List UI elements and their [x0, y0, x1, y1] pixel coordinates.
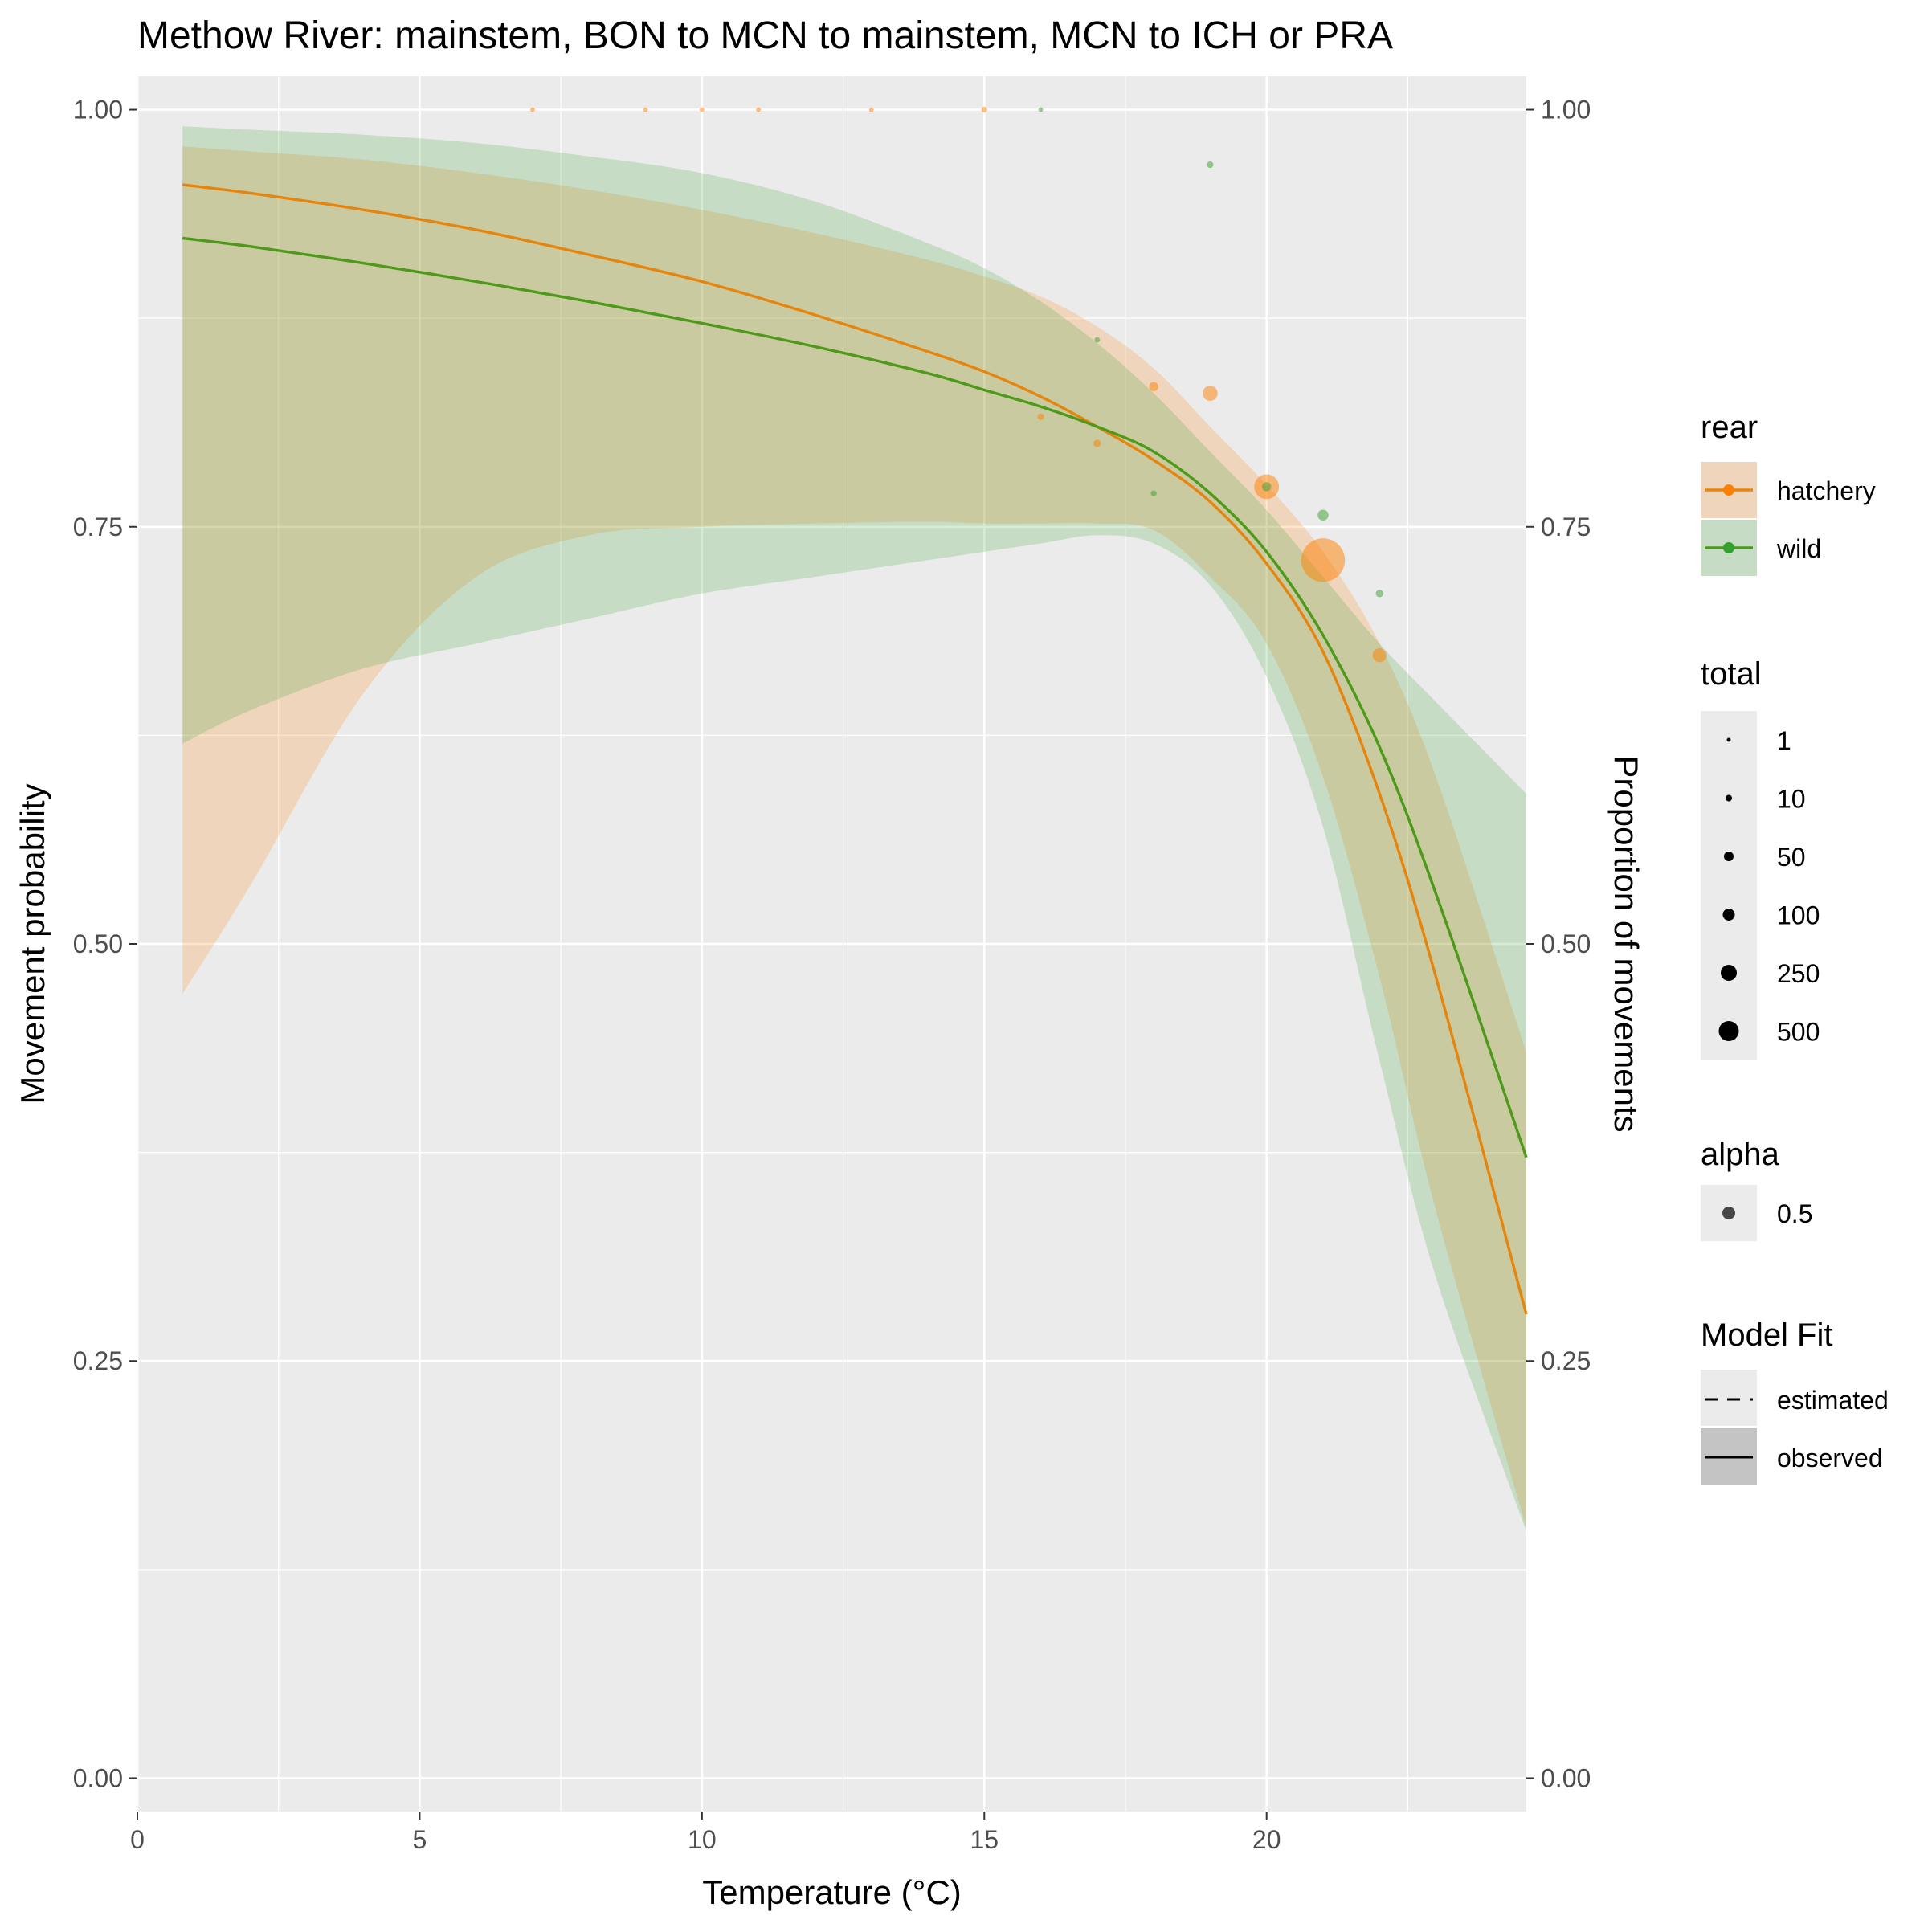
hatchery-ribbon [182, 146, 1527, 1528]
legend-total-label: 250 [1777, 959, 1820, 988]
y-right-tick-label: 1.00 [1541, 96, 1591, 125]
hatchery-observed-point [1037, 413, 1044, 420]
wild-observed-point [1094, 337, 1101, 343]
y-tick-label: 0.75 [73, 513, 123, 541]
legend-size-point [1721, 965, 1737, 981]
legend-size-point [1726, 737, 1731, 742]
y-axis-title: Movement probability [14, 783, 51, 1104]
hatchery-observed-point [530, 107, 535, 112]
hatchery-observed-point [981, 106, 987, 113]
hatchery-observed-point [1301, 538, 1346, 582]
legend-modelfit-title: Model Fit [1701, 1317, 1833, 1353]
x-tick-label: 15 [970, 1825, 999, 1854]
wild-observed-point [1317, 509, 1329, 521]
legend-key-point [1723, 542, 1734, 553]
hatchery-observed-point [1372, 647, 1387, 663]
legend-modelfit-label: observed [1777, 1444, 1883, 1472]
legend-total-key-bg [1701, 711, 1757, 1060]
legend-rear-label: hatchery [1777, 476, 1876, 505]
hatchery-observed-point [868, 107, 874, 112]
x-tick-label: 20 [1252, 1825, 1281, 1854]
legend-modelfit-key-bg [1701, 1370, 1757, 1426]
y-tick-label: 0.50 [73, 929, 123, 958]
x-tick-label: 0 [130, 1825, 145, 1854]
legend-alpha-title: alpha [1701, 1137, 1780, 1172]
wild-observed-point [1262, 482, 1272, 492]
wild-observed-point [1038, 107, 1044, 112]
legend-alpha-point [1722, 1207, 1735, 1219]
y-right-tick-label: 0.75 [1541, 513, 1591, 541]
legend-size-point [1722, 909, 1735, 921]
legend-alpha-label: 0.5 [1777, 1199, 1812, 1228]
y-tick-label: 0.00 [73, 1763, 123, 1792]
y-right-tick-label: 0.50 [1541, 929, 1591, 958]
legend-size-point [1718, 1021, 1739, 1041]
wild-observed-point [1207, 161, 1214, 169]
y-axis-right-title: Proportion of movements [1607, 755, 1645, 1132]
y-tick-label: 0.25 [73, 1346, 123, 1375]
wild-observed-point [1150, 490, 1157, 496]
legend-total-title: total [1701, 656, 1762, 692]
legend-total-label: 50 [1777, 843, 1806, 872]
x-tick-label: 10 [688, 1825, 717, 1854]
y-right-tick-label: 0.25 [1541, 1346, 1591, 1375]
legend-size-point [1726, 794, 1732, 802]
legend-rear-title: rear [1701, 410, 1758, 445]
hatchery-observed-point [643, 107, 648, 112]
legend-size-point [1724, 852, 1734, 861]
legend-key-point [1723, 484, 1734, 496]
legend-rear-label: wild [1776, 534, 1821, 563]
legend-modelfit-label: estimated [1777, 1386, 1889, 1415]
hatchery-observed-point [756, 107, 762, 112]
wild-observed-point [1375, 590, 1383, 598]
hatchery-observed-point [1149, 382, 1158, 391]
y-tick-label: 1.00 [73, 96, 123, 125]
legend-total-label: 1 [1777, 726, 1791, 755]
hatchery-observed-point [1093, 439, 1101, 447]
legend-total-label: 100 [1777, 901, 1820, 930]
chart-title: Methow River: mainstem, BON to MCN to ma… [137, 14, 1393, 57]
hatchery-observed-point [1203, 386, 1218, 401]
hatchery-fit-line [182, 183, 1528, 1315]
y-right-tick-label: 0.00 [1541, 1763, 1591, 1792]
legend-total-label: 500 [1777, 1018, 1820, 1047]
hatchery-observed-point [699, 107, 705, 112]
legend-total-label: 10 [1777, 785, 1806, 814]
x-tick-label: 5 [413, 1825, 427, 1854]
wild-fit-line [182, 236, 1528, 1158]
x-axis-title: Temperature (°C) [702, 1873, 962, 1911]
